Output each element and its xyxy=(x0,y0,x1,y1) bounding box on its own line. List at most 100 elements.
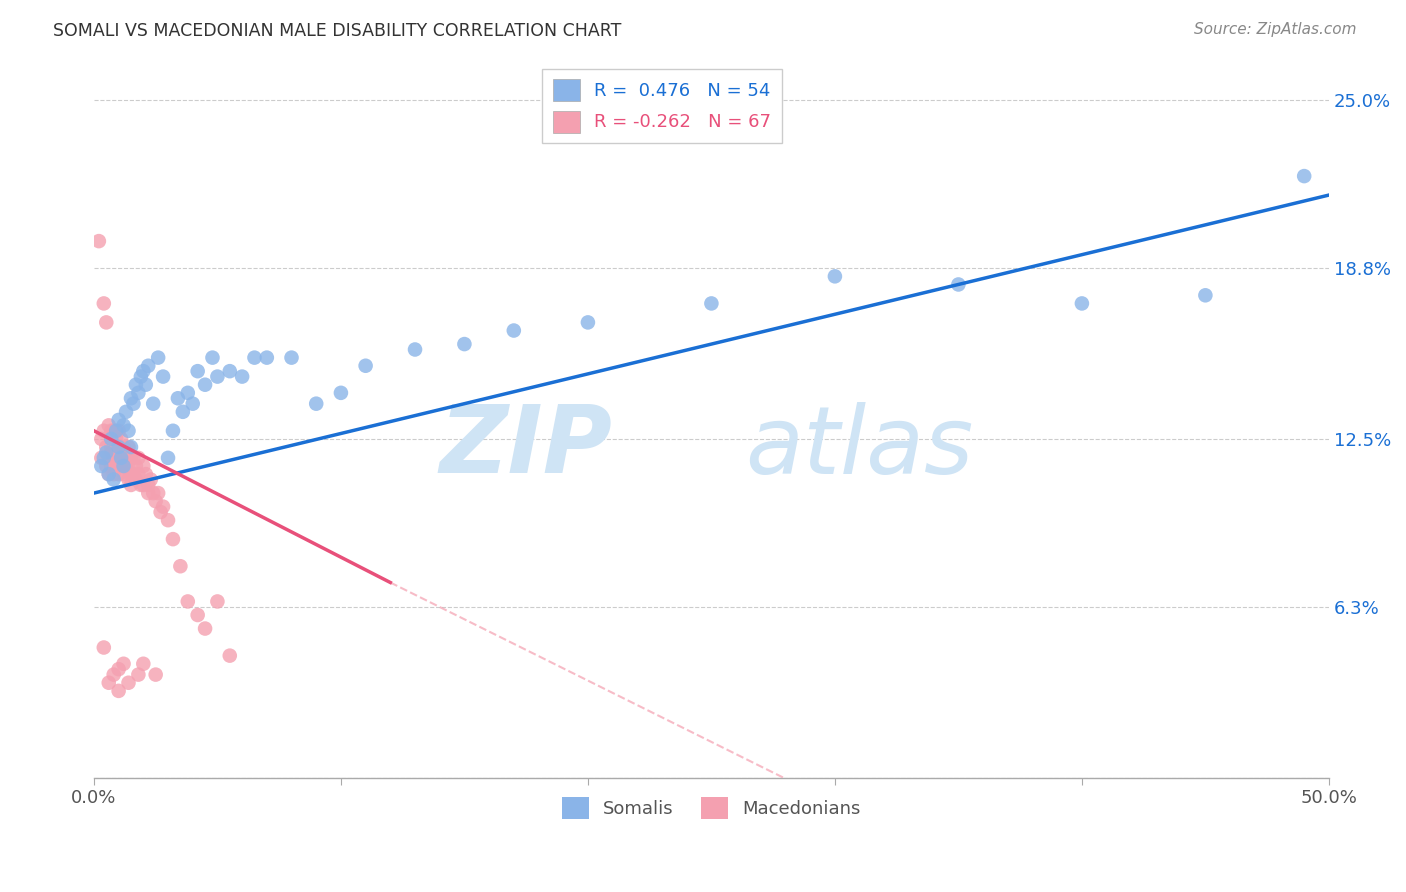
Point xyxy=(207,369,229,384)
Point xyxy=(110,450,132,465)
Point xyxy=(149,505,172,519)
Point xyxy=(231,369,253,384)
Text: ZIP: ZIP xyxy=(440,401,613,493)
Point xyxy=(120,391,142,405)
Point xyxy=(115,458,138,473)
Point xyxy=(112,467,135,482)
Point xyxy=(107,424,129,438)
Point xyxy=(1070,296,1092,310)
Point xyxy=(115,405,138,419)
Point xyxy=(142,397,165,411)
Point xyxy=(100,432,122,446)
Point xyxy=(107,467,129,482)
Point xyxy=(167,391,190,405)
Point xyxy=(97,450,120,465)
Point xyxy=(93,640,115,655)
Point xyxy=(152,369,174,384)
Point xyxy=(103,467,125,482)
Point xyxy=(112,458,135,473)
Point xyxy=(1194,288,1216,302)
Point xyxy=(169,559,191,574)
Point xyxy=(103,450,125,465)
Point xyxy=(120,440,142,454)
Point xyxy=(112,418,135,433)
Point xyxy=(87,234,110,248)
Point xyxy=(120,450,142,465)
Point xyxy=(177,594,200,608)
Point xyxy=(181,397,204,411)
Point xyxy=(162,424,184,438)
Point xyxy=(110,445,132,459)
Point xyxy=(129,369,152,384)
Point xyxy=(172,405,194,419)
Point xyxy=(105,450,128,465)
Point xyxy=(136,486,159,500)
Point xyxy=(207,594,229,608)
Point xyxy=(948,277,970,292)
Legend: Somalis, Macedonians: Somalis, Macedonians xyxy=(554,789,868,826)
Point xyxy=(243,351,266,365)
Point xyxy=(100,458,122,473)
Point xyxy=(142,486,165,500)
Point xyxy=(117,675,139,690)
Point xyxy=(93,424,115,438)
Point xyxy=(122,397,145,411)
Point xyxy=(136,359,159,373)
Point xyxy=(157,450,180,465)
Point xyxy=(502,324,524,338)
Text: SOMALI VS MACEDONIAN MALE DISABILITY CORRELATION CHART: SOMALI VS MACEDONIAN MALE DISABILITY COR… xyxy=(53,22,621,40)
Point xyxy=(125,473,148,487)
Point xyxy=(103,667,125,681)
Point xyxy=(127,467,149,482)
Point xyxy=(97,418,120,433)
Point xyxy=(120,467,142,482)
Point xyxy=(125,458,148,473)
Point xyxy=(135,467,157,482)
Point xyxy=(305,397,328,411)
Point xyxy=(157,513,180,527)
Point xyxy=(280,351,302,365)
Point xyxy=(120,478,142,492)
Point xyxy=(103,424,125,438)
Point xyxy=(127,667,149,681)
Point xyxy=(132,657,155,671)
Point xyxy=(105,424,128,438)
Point xyxy=(132,478,155,492)
Point xyxy=(97,467,120,482)
Point xyxy=(96,315,118,329)
Point xyxy=(576,315,599,329)
Point xyxy=(105,432,128,446)
Point xyxy=(129,478,152,492)
Point xyxy=(132,458,155,473)
Point xyxy=(107,440,129,454)
Point xyxy=(117,440,139,454)
Point xyxy=(107,413,129,427)
Point xyxy=(177,385,200,400)
Point xyxy=(96,445,118,459)
Point xyxy=(93,296,115,310)
Point xyxy=(90,458,112,473)
Point xyxy=(127,385,149,400)
Point xyxy=(187,607,209,622)
Point xyxy=(100,440,122,454)
Point xyxy=(700,296,723,310)
Point xyxy=(115,445,138,459)
Point xyxy=(122,467,145,482)
Point xyxy=(146,486,169,500)
Point xyxy=(117,458,139,473)
Point xyxy=(93,450,115,465)
Point xyxy=(354,359,377,373)
Point xyxy=(103,473,125,487)
Point xyxy=(139,473,162,487)
Point xyxy=(453,337,475,351)
Point xyxy=(145,667,167,681)
Point xyxy=(90,450,112,465)
Point xyxy=(100,445,122,459)
Point xyxy=(112,657,135,671)
Point xyxy=(218,648,240,663)
Point xyxy=(824,269,846,284)
Point xyxy=(115,450,138,465)
Point xyxy=(122,450,145,465)
Point xyxy=(146,351,169,365)
Point xyxy=(127,450,149,465)
